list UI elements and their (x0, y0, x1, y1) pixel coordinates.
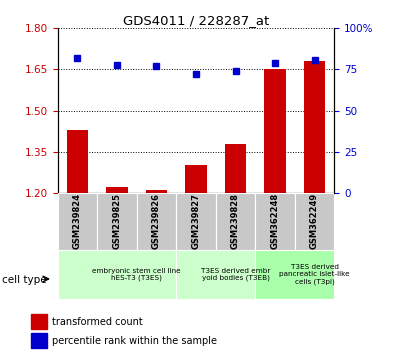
Bar (216, 193, 255, 250)
Bar (224, 144, 246, 193)
Text: cell type: cell type (2, 275, 47, 285)
Bar (176, 193, 216, 250)
Text: GSM362248: GSM362248 (271, 193, 279, 249)
Text: transformed count: transformed count (52, 316, 143, 327)
Bar (255, 250, 334, 299)
Text: T3ES derived embr
yoid bodies (T3EB): T3ES derived embr yoid bodies (T3EB) (201, 268, 270, 281)
Text: GSM239826: GSM239826 (152, 193, 161, 249)
Bar (146, 190, 168, 193)
Bar (185, 166, 207, 193)
Bar (58, 250, 176, 299)
Text: GSM239828: GSM239828 (231, 193, 240, 249)
Bar (97, 193, 137, 250)
Bar (58, 193, 97, 250)
Bar (31, 314, 47, 329)
Text: GSM239825: GSM239825 (113, 193, 121, 249)
Bar (137, 193, 176, 250)
Bar (255, 193, 295, 250)
Bar (106, 188, 128, 193)
Text: embryonic stem cell line
hES-T3 (T3ES): embryonic stem cell line hES-T3 (T3ES) (92, 268, 181, 281)
Bar (264, 69, 286, 193)
Title: GDS4011 / 228287_at: GDS4011 / 228287_at (123, 14, 269, 27)
Text: T3ES derived
pancreatic islet-like
cells (T3pi): T3ES derived pancreatic islet-like cells… (279, 264, 350, 285)
Text: percentile rank within the sample: percentile rank within the sample (52, 336, 217, 346)
Bar (176, 250, 255, 299)
Bar (31, 333, 47, 348)
Bar (66, 130, 88, 193)
Text: GSM239827: GSM239827 (191, 193, 201, 249)
Text: GSM239824: GSM239824 (73, 193, 82, 249)
Bar (304, 61, 326, 193)
Text: GSM362249: GSM362249 (310, 193, 319, 249)
Bar (295, 193, 334, 250)
